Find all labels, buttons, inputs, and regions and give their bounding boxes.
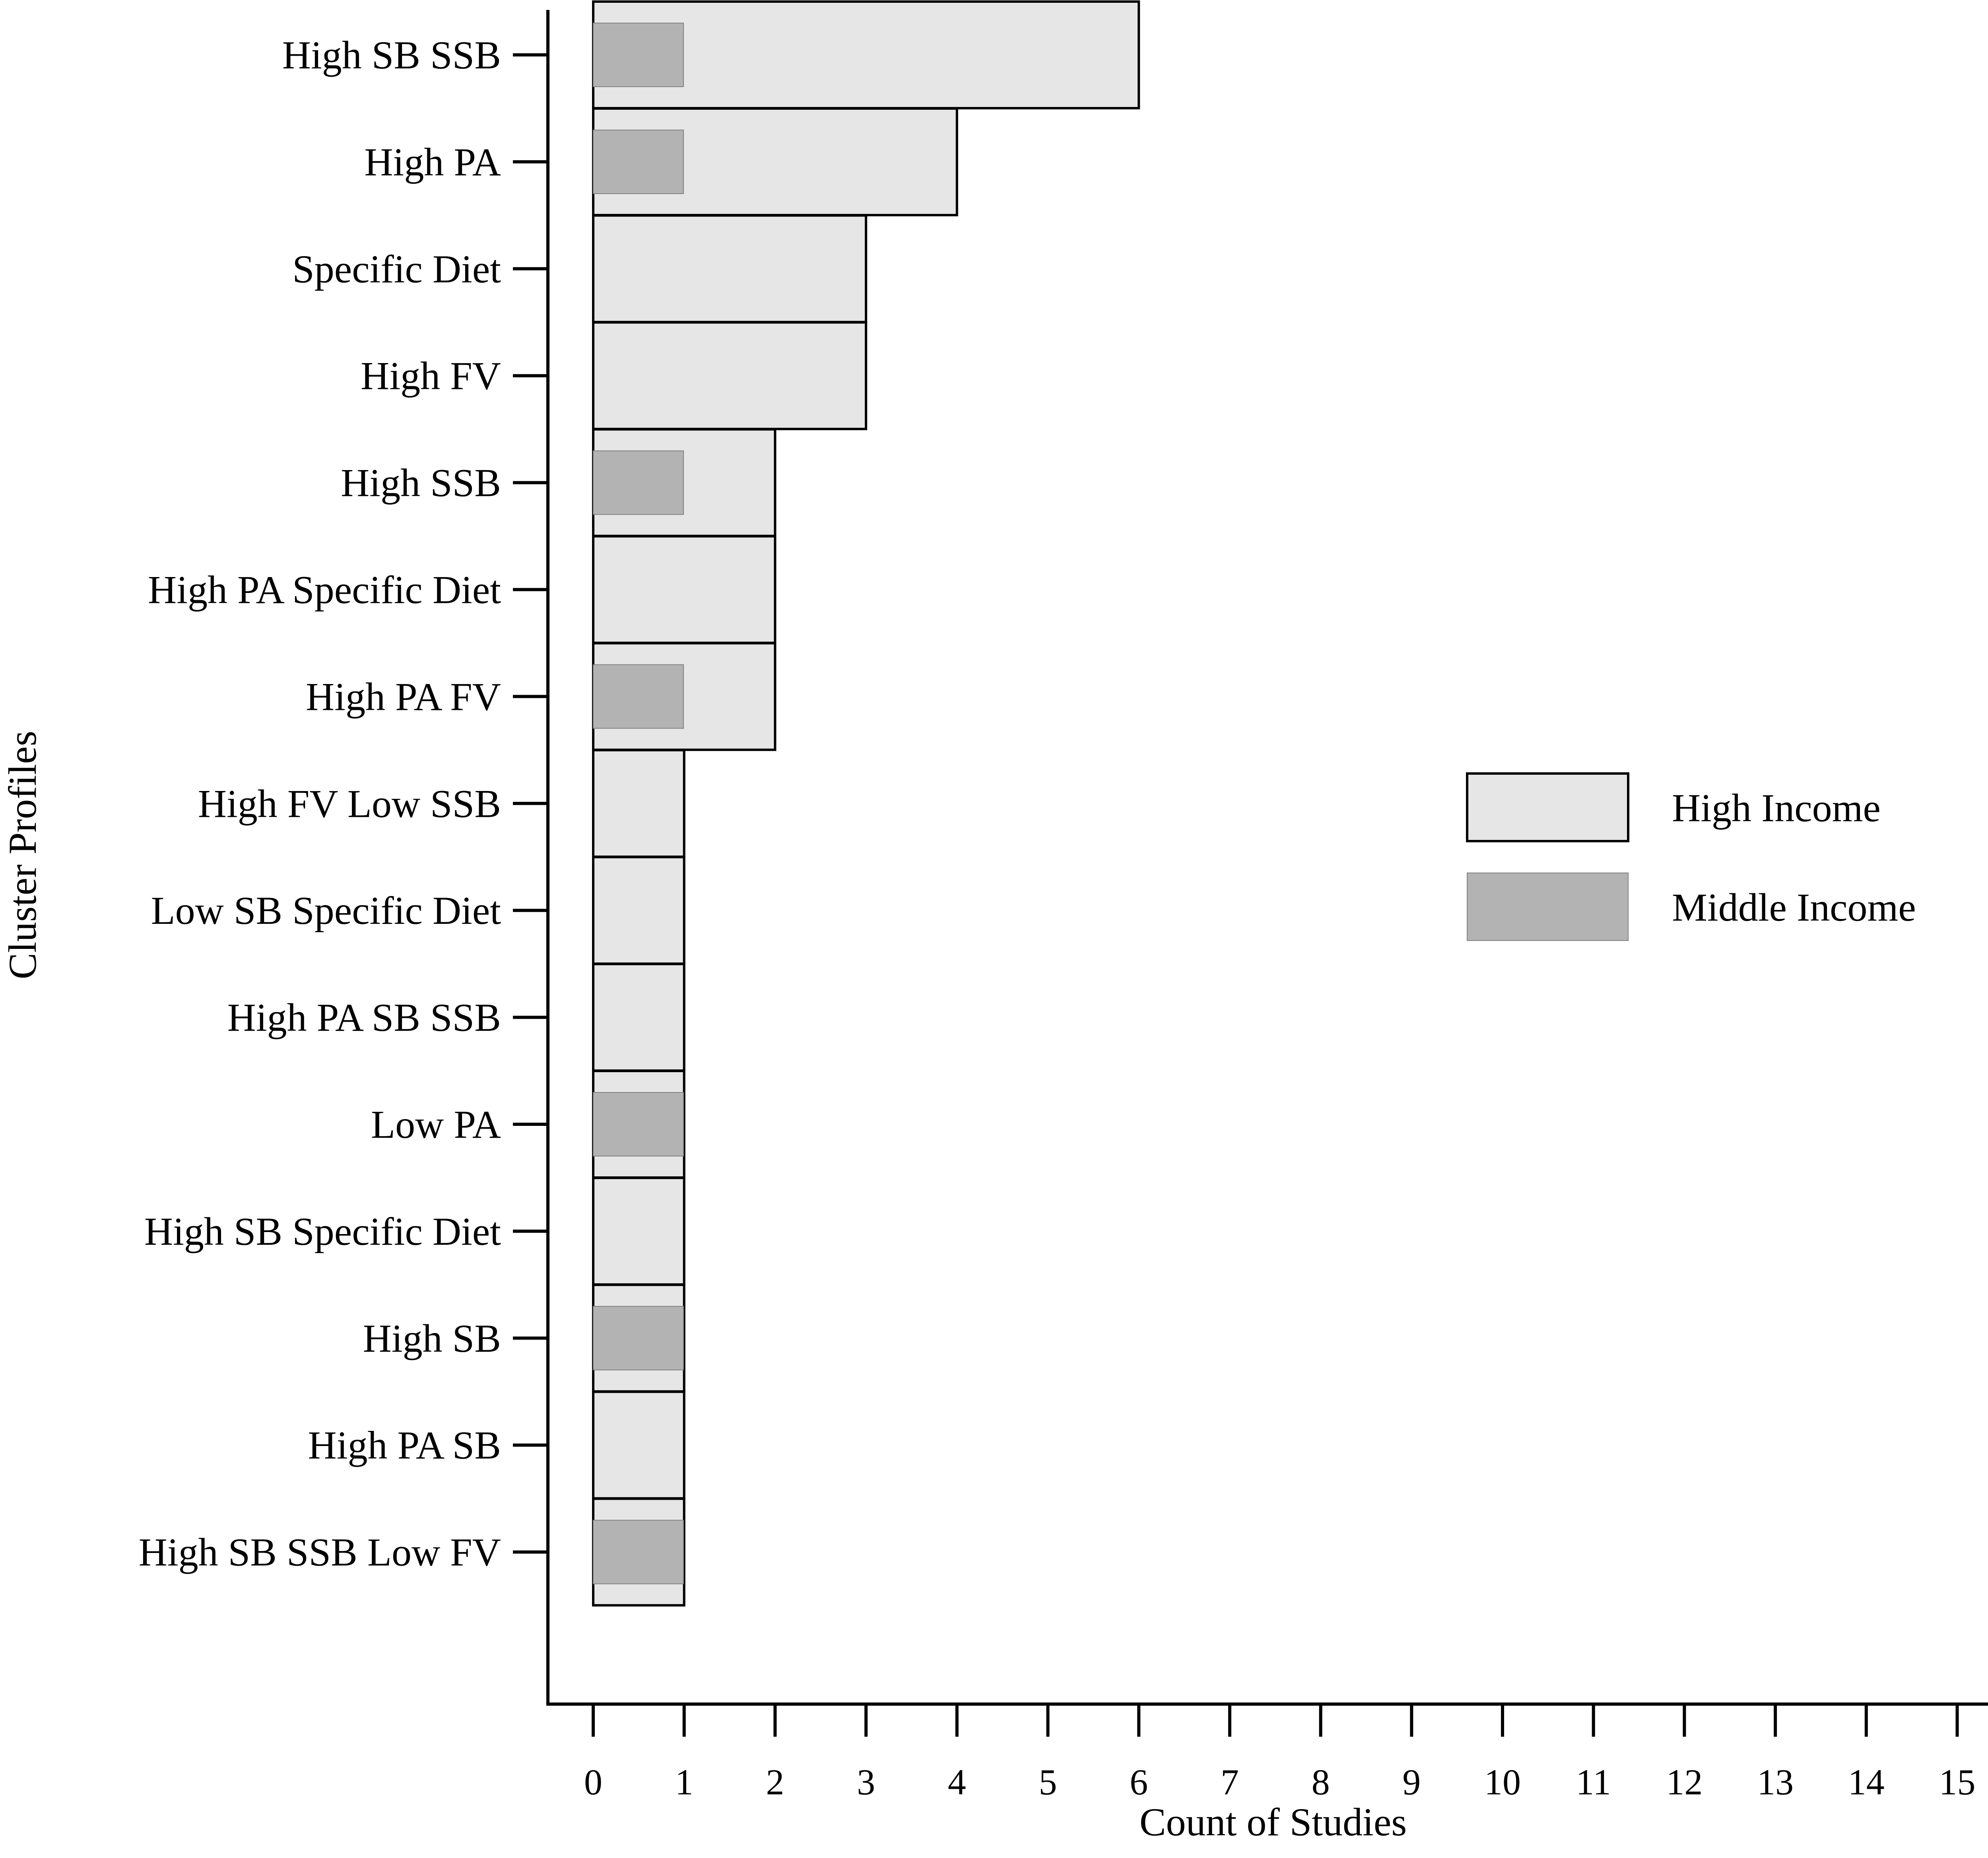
bar-middle-income — [593, 23, 684, 87]
x-tick-label: 9 — [1402, 1762, 1421, 1802]
high-income-bars — [592, 0, 1140, 1607]
bar-high-income — [592, 321, 868, 430]
x-tick-label: 15 — [1939, 1762, 1976, 1802]
y-tick-label: High FV — [361, 354, 501, 398]
y-axis-title: Cluster Profiles — [0, 731, 45, 980]
x-tick-label: 0 — [584, 1762, 602, 1802]
y-tick-label: High SB SSB — [282, 33, 501, 77]
y-tick-label: High PA Specific Diet — [148, 568, 501, 612]
x-tick-label: 12 — [1666, 1762, 1703, 1802]
y-tick-label: High PA SB SSB — [227, 995, 501, 1040]
x-tick-label: 4 — [948, 1762, 966, 1802]
x-tick-label: 6 — [1130, 1762, 1148, 1802]
y-tick-label: High SB SSB Low FV — [139, 1530, 501, 1574]
x-tick-label: 13 — [1757, 1762, 1794, 1802]
y-tick-label: High SB — [363, 1316, 501, 1360]
x-tick-label: 14 — [1848, 1762, 1885, 1802]
bar-high-income — [592, 963, 685, 1072]
bar-high-income — [592, 214, 868, 323]
bar-middle-income — [593, 1520, 684, 1584]
x-tick-label: 11 — [1576, 1762, 1611, 1802]
bar-high-income — [592, 1176, 685, 1286]
bar-high-income — [592, 535, 777, 644]
axes — [513, 10, 1988, 1737]
x-tick-labels: 0 1 2 3 4 5 6 7 8 9 10 11 12 13 14 15 — [584, 1762, 1976, 1802]
bar-middle-income — [593, 129, 684, 194]
y-tick-label: Low PA — [371, 1102, 501, 1147]
y-tick-label: High PA — [364, 140, 501, 184]
bar-middle-income — [593, 450, 684, 515]
y-tick-label: Specific Diet — [292, 247, 501, 291]
y-tick-label: Low SB Specific Diet — [151, 888, 501, 933]
bar-high-income — [592, 856, 685, 965]
legend-swatch-middle-income — [1467, 873, 1629, 941]
x-tick-label: 1 — [675, 1762, 693, 1802]
bar-middle-income — [593, 1306, 684, 1370]
bar-middle-income — [593, 1092, 684, 1156]
legend-label-high-income: High Income — [1672, 786, 1881, 830]
bar-high-income — [592, 0, 1140, 109]
y-tick-label: High SB Specific Diet — [144, 1209, 501, 1254]
legend: High Income Middle Income — [1466, 772, 1916, 941]
x-axis-title: Count of Studies — [1140, 1800, 1407, 1844]
legend-swatch-high-income — [1466, 772, 1629, 842]
y-tick-label: High FV Low SSB — [198, 781, 501, 826]
x-tick-label: 10 — [1484, 1762, 1521, 1802]
bar-high-income — [592, 1390, 685, 1500]
x-tick-label: 3 — [857, 1762, 875, 1802]
y-tick-label: High PA SB — [308, 1423, 501, 1467]
y-tick-labels: High SB SSB High PA Specific Diet High FV Hi… — [139, 33, 501, 1574]
x-tick-label: 5 — [1039, 1762, 1057, 1802]
x-tick-label: 7 — [1221, 1762, 1239, 1802]
bar-high-income — [592, 749, 685, 858]
legend-label-middle-income: Middle Income — [1672, 885, 1916, 929]
middle-income-bars — [593, 23, 684, 1584]
x-tick-label: 8 — [1312, 1762, 1330, 1802]
y-tick-label: High SSB — [341, 461, 501, 505]
y-tick-label: High PA FV — [306, 674, 501, 719]
bar-middle-income — [593, 664, 684, 729]
x-tick-label: 2 — [766, 1762, 784, 1802]
